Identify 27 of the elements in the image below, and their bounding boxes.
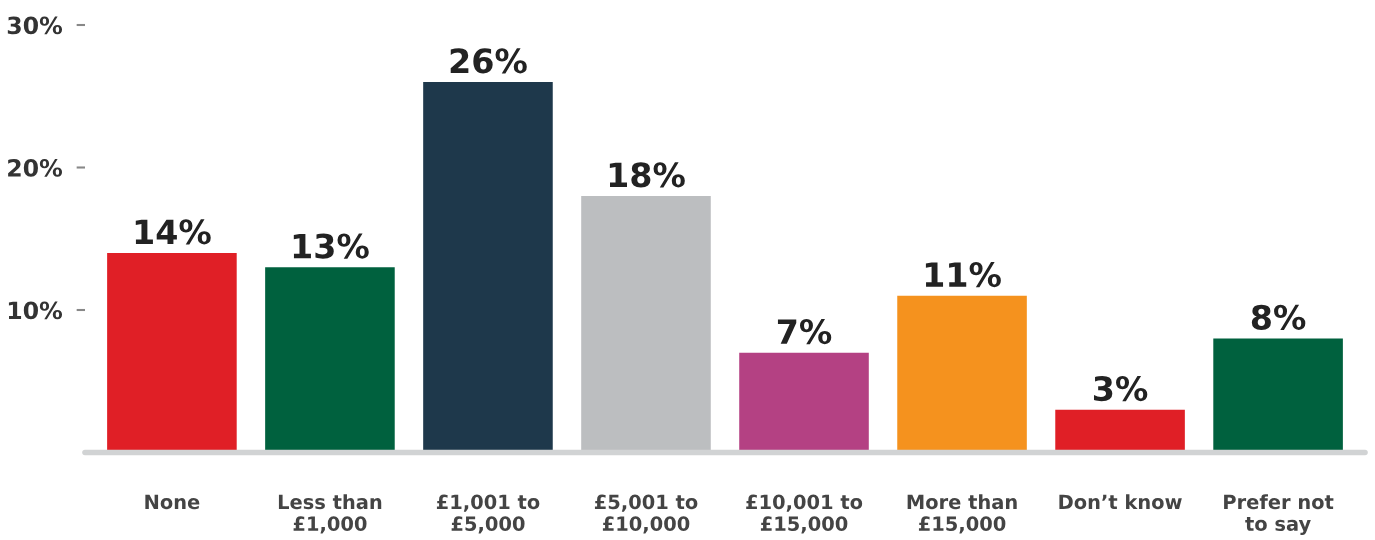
data-label: 14%	[135, 219, 211, 245]
bar	[739, 352, 869, 453]
x-tick-label: £1,001 to £5,000	[436, 494, 540, 534]
x-tick-label: £5,001 to £10,000	[594, 494, 698, 534]
data-label: 26%	[450, 48, 527, 74]
data-label: 8%	[1251, 304, 1306, 330]
y-tick-label: 10%	[8, 301, 63, 320]
x-tick-label: Less than £1,000	[278, 494, 382, 534]
data-label: 3%	[1093, 375, 1148, 402]
bar	[581, 196, 711, 453]
x-tick-label: Prefer not to say	[1224, 494, 1334, 535]
y-tick-label: 20%	[8, 158, 63, 177]
x-tick-label: More than £15,000	[907, 494, 1017, 534]
data-label: 18%	[609, 162, 685, 188]
bar	[265, 267, 395, 453]
data-label: 11%	[925, 261, 1001, 288]
x-tick-label: Don’t know	[1059, 494, 1182, 510]
x-tick-label: None	[145, 494, 200, 510]
data-label: 7%	[777, 318, 832, 345]
bar	[107, 253, 237, 453]
x-tick-label: £10,001 to £15,000	[746, 494, 863, 534]
bar	[897, 295, 1027, 453]
bar	[1213, 338, 1343, 453]
bar	[423, 82, 553, 453]
data-label: 13%	[293, 233, 369, 259]
bar	[1055, 409, 1185, 453]
y-tick-label: 30%	[7, 16, 63, 35]
